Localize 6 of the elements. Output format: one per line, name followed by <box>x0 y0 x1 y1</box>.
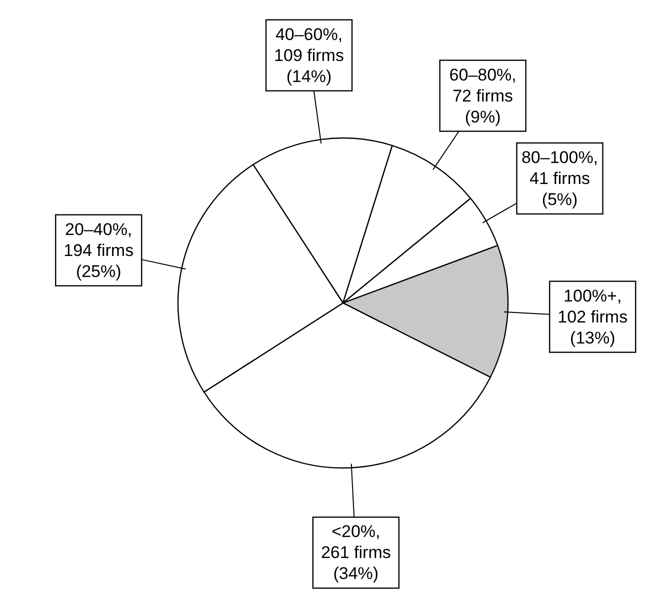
slice-label: <20%, 261 firms (34%) <box>320 522 391 584</box>
slice-label: 100%+, 102 firms (13%) <box>558 286 628 348</box>
slice-label: 40–60%, 109 firms (14%) <box>274 24 344 86</box>
slice-label: 60–80%, 72 firms (9%) <box>449 65 516 126</box>
slice-label: 20–40%, 194 firms (25%) <box>64 220 134 281</box>
slice-label: 80–100%, 41 firms (5%) <box>521 148 598 209</box>
